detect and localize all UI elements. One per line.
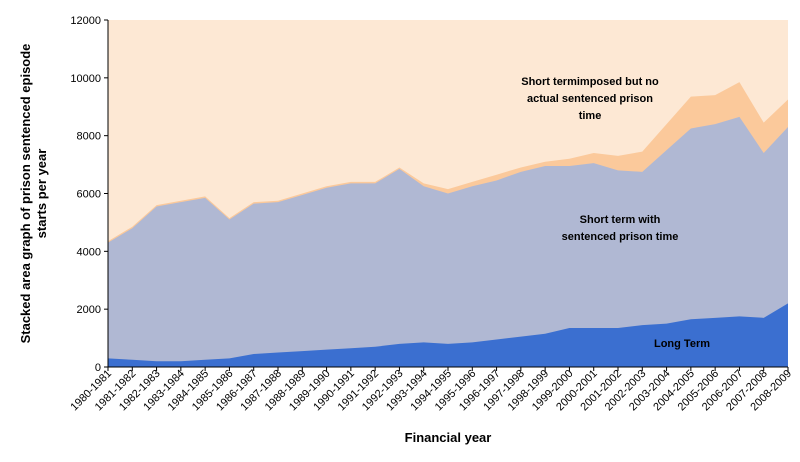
series-label-1: Long Term	[654, 338, 710, 350]
y-axis-title: Stacked area graph of prison sentenced e…	[18, 44, 49, 344]
y-axis-title-line-1: Stacked area graph of prison sentenced e…	[18, 44, 33, 344]
y-tick-label: 8000	[77, 131, 101, 143]
series-label-2: Short term with	[580, 214, 661, 226]
y-tick-label: 2000	[77, 304, 101, 316]
series-label-2: sentenced prison time	[562, 231, 679, 243]
y-axis-title-line-2: starts per year	[34, 149, 49, 239]
series-label-3: Short termimposed but no	[521, 76, 659, 88]
y-tick-label: 0	[95, 362, 101, 374]
area-series-1	[108, 303, 788, 367]
series-label-3: time	[579, 110, 602, 122]
area-series-2	[108, 116, 788, 367]
series-label-3: actual sentenced prison	[527, 93, 653, 105]
x-axis-title: Financial year	[405, 430, 492, 445]
y-tick-label: 10000	[70, 73, 101, 85]
y-tick-label: 4000	[77, 246, 101, 258]
y-tick-label: 6000	[77, 189, 101, 201]
y-tick-label: 12000	[70, 15, 101, 27]
